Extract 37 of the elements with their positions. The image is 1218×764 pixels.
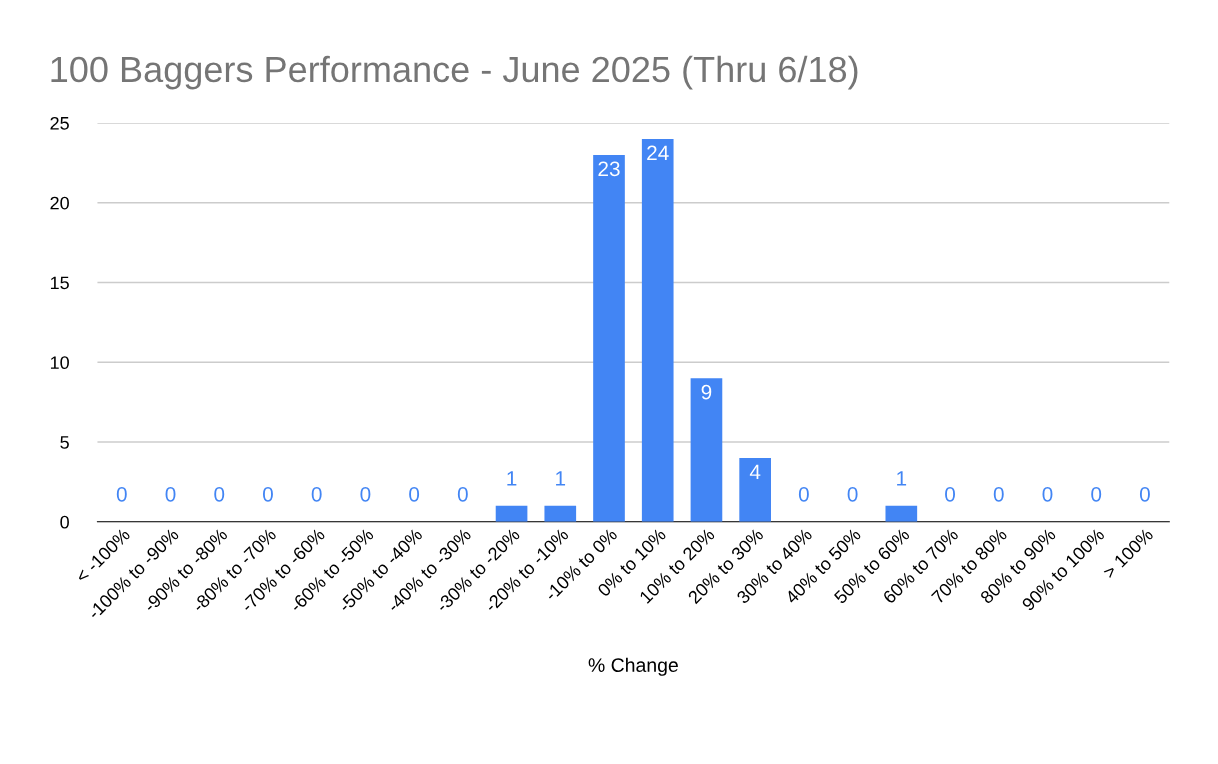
- data-label: 0: [262, 486, 273, 502]
- data-label: 9: [701, 384, 712, 400]
- data-label: 0: [945, 486, 956, 502]
- bar: [544, 505, 577, 522]
- bar: [495, 505, 528, 522]
- y-tick-label: 20: [50, 196, 69, 210]
- data-label: 0: [165, 486, 176, 502]
- y-tick-label: 0: [60, 515, 69, 529]
- x-axis-title: % Change: [588, 657, 678, 676]
- data-label: 0: [409, 486, 420, 502]
- data-label: 0: [798, 486, 809, 502]
- y-tick-label: 15: [50, 276, 69, 290]
- bar: [885, 505, 918, 522]
- data-label: 4: [749, 464, 761, 480]
- y-tick-label: 5: [60, 436, 69, 449]
- data-label: 0: [993, 486, 1004, 502]
- data-label: 0: [847, 486, 858, 502]
- data-label: 1: [556, 471, 566, 486]
- data-label: 0: [116, 486, 127, 502]
- data-label: 0: [360, 486, 371, 502]
- bar: [739, 458, 771, 522]
- bar: [641, 138, 674, 522]
- data-label: 0: [214, 486, 225, 502]
- data-label: 24: [647, 145, 669, 161]
- chart-title: 100 Baggers Performance - June 2025 (Thru 6/18): [51, 55, 858, 90]
- data-label: 0: [1091, 486, 1102, 502]
- bar: [593, 154, 625, 522]
- y-tick-label: 25: [50, 116, 69, 130]
- data-label: 0: [311, 486, 322, 502]
- data-label: 0: [457, 486, 468, 502]
- y-tick-label: 10: [50, 356, 69, 370]
- bar: [690, 378, 723, 522]
- data-label: 1: [897, 471, 907, 486]
- data-label: 1: [507, 471, 517, 486]
- data-label: 23: [598, 161, 620, 177]
- data-label: 0: [1042, 486, 1053, 502]
- data-label: 0: [1139, 486, 1150, 502]
